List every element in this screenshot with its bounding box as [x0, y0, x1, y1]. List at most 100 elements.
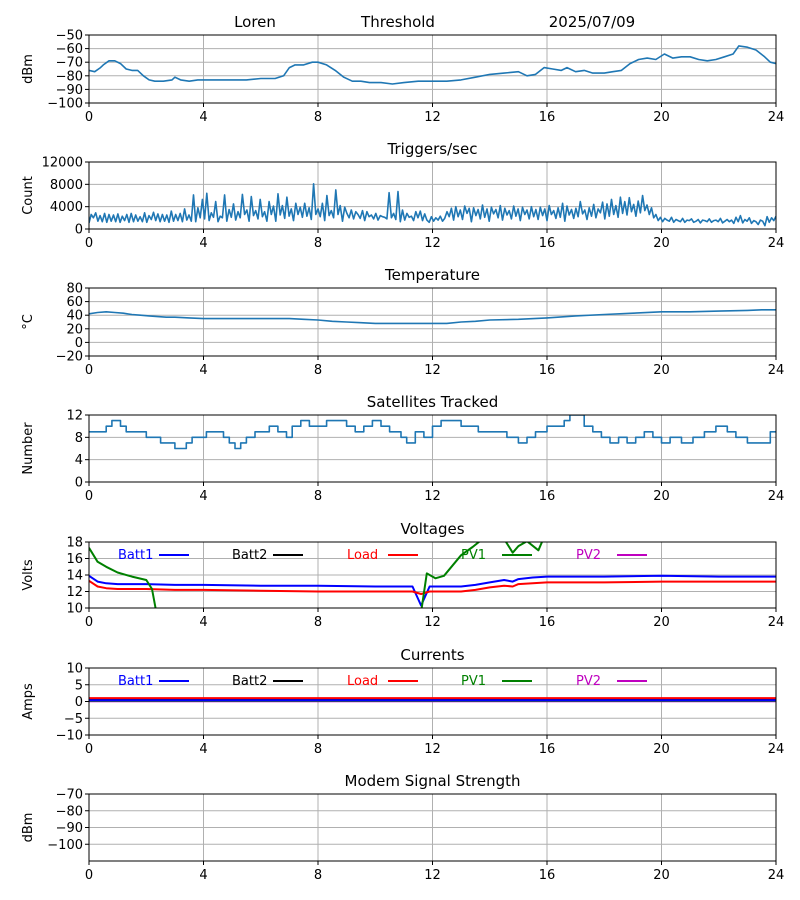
- tick-labels: 0 4 8 12 16 20 24 0 4 8 12: [66, 409, 784, 505]
- y-axis-label: °C: [21, 314, 36, 330]
- y-axis-label: Count: [21, 176, 36, 215]
- y-axis-label: Number: [21, 422, 36, 475]
- y-tick-label: −70: [56, 788, 83, 803]
- x-tick-label: 0: [85, 615, 93, 630]
- x-tick-label: 0: [85, 236, 93, 251]
- series-line-triggers: [89, 183, 776, 227]
- tick-labels: 0 4 8 12 16 20 24 −70−80 −90 −100: [47, 788, 784, 884]
- panel-modem: 0 4 8 12 16 20 24 −70−80 −90 −100 dBm Modem Signal …: [21, 772, 784, 883]
- x-tick-label: 4: [199, 868, 207, 883]
- x-tick-label: 12: [424, 489, 441, 504]
- y-tick-label: 40: [66, 309, 83, 324]
- figure-header: Loren Threshold 2025/07/09: [234, 13, 635, 31]
- x-tick-label: 20: [653, 110, 670, 125]
- grid-lines: [88, 287, 777, 357]
- x-tick-label: 16: [539, 110, 556, 125]
- x-tick-label: 4: [199, 236, 207, 251]
- y-tick-label: −90: [56, 83, 83, 98]
- y-axis-label: dBm: [21, 54, 36, 84]
- y-tick-label: 8000: [50, 178, 83, 193]
- x-tick-label: 8: [314, 110, 322, 125]
- y-axis-label: dBm: [21, 813, 36, 843]
- series-line-batt1: [89, 574, 776, 607]
- series-group: [89, 308, 776, 325]
- y-tick-label: 5: [75, 678, 83, 693]
- x-tick-label: 8: [314, 868, 322, 883]
- x-tick-label: 20: [653, 236, 670, 251]
- y-tick-label: 16: [66, 552, 83, 567]
- x-tick-label: 16: [539, 363, 556, 378]
- legend-label-pv1: PV1: [461, 674, 486, 689]
- y-tick-label: 14: [66, 569, 83, 584]
- y-tick-label: −100: [47, 838, 83, 853]
- y-tick-label: −80: [56, 804, 83, 819]
- header-station-name: Loren: [234, 13, 276, 31]
- x-tick-label: 8: [314, 489, 322, 504]
- y-axis-label: Amps: [21, 683, 36, 720]
- y-tick-label: −70: [56, 56, 83, 71]
- series-group: [89, 183, 776, 227]
- y-tick-label: 0: [75, 695, 83, 710]
- y-tick-label: −100: [47, 97, 83, 112]
- x-tick-label: 24: [768, 868, 785, 883]
- series-line-pv1: [89, 542, 544, 608]
- y-tick-label: −90: [56, 821, 83, 836]
- legend: Batt1 Batt2 Load PV1 PV2: [118, 548, 647, 563]
- header-threshold-label: Threshold: [360, 13, 435, 31]
- y-tick-label: −5: [64, 712, 83, 727]
- x-tick-label: 4: [199, 742, 207, 757]
- legend-label-pv2: PV2: [576, 674, 601, 689]
- panel-title: Modem Signal Strength: [345, 772, 521, 790]
- grid-lines: [88, 34, 777, 104]
- y-tick-label: −50: [56, 29, 83, 44]
- y-tick-label: 0: [75, 476, 83, 491]
- series-group: [89, 415, 776, 450]
- x-tick-label: 24: [768, 615, 785, 630]
- x-tick-label: 12: [424, 742, 441, 757]
- series-group: [89, 697, 776, 703]
- x-tick-label: 12: [424, 868, 441, 883]
- legend-label-load: Load: [347, 674, 378, 689]
- y-tick-label: 10: [66, 602, 83, 617]
- y-tick-label: 0: [75, 223, 83, 238]
- x-tick-label: 8: [314, 615, 322, 630]
- y-tick-label: 80: [66, 282, 83, 297]
- y-tick-label: −60: [56, 42, 83, 57]
- header-date: 2025/07/09: [549, 13, 635, 31]
- x-tick-label: 24: [768, 110, 785, 125]
- x-tick-label: 16: [539, 615, 556, 630]
- panel-triggers: 0 4 8 12 16 20 24 0 4000 8000 12000 Count Triggers/s…: [21, 140, 784, 251]
- series-line-temperature: [89, 308, 776, 325]
- legend-label-batt1: Batt1: [118, 674, 153, 689]
- y-tick-label: 4: [75, 453, 83, 468]
- x-tick-label: 16: [539, 236, 556, 251]
- x-tick-label: 24: [768, 489, 785, 504]
- tick-labels: 0 4 8 12 16 20 24 0 4000 8000 12000: [42, 156, 785, 252]
- y-tick-label: 8: [75, 431, 83, 446]
- y-tick-label: −20: [56, 350, 83, 365]
- tick-labels: 0 4 8 12 16 20 24 −50−60−70−80−90−100: [47, 29, 784, 126]
- y-tick-label: 60: [66, 295, 83, 310]
- x-tick-label: 16: [539, 489, 556, 504]
- x-tick-label: 4: [199, 110, 207, 125]
- y-tick-label: 4000: [50, 200, 83, 215]
- panel-title: Currents: [400, 646, 464, 664]
- x-tick-label: 20: [653, 489, 670, 504]
- legend: Batt1 Batt2 Load PV1 PV2: [118, 674, 647, 689]
- panel-threshold: 0 4 8 12 16 20 24 −50−60−70−80−90−100 dBm: [21, 29, 784, 126]
- grid-lines: [88, 414, 777, 483]
- panel-title: Temperature: [384, 266, 480, 284]
- x-tick-label: 20: [653, 868, 670, 883]
- series-line-satellites: [89, 415, 776, 450]
- x-tick-label: 0: [85, 742, 93, 757]
- x-tick-label: 8: [314, 742, 322, 757]
- x-tick-label: 0: [85, 110, 93, 125]
- x-tick-label: 20: [653, 363, 670, 378]
- y-axis-label: Volts: [21, 559, 36, 591]
